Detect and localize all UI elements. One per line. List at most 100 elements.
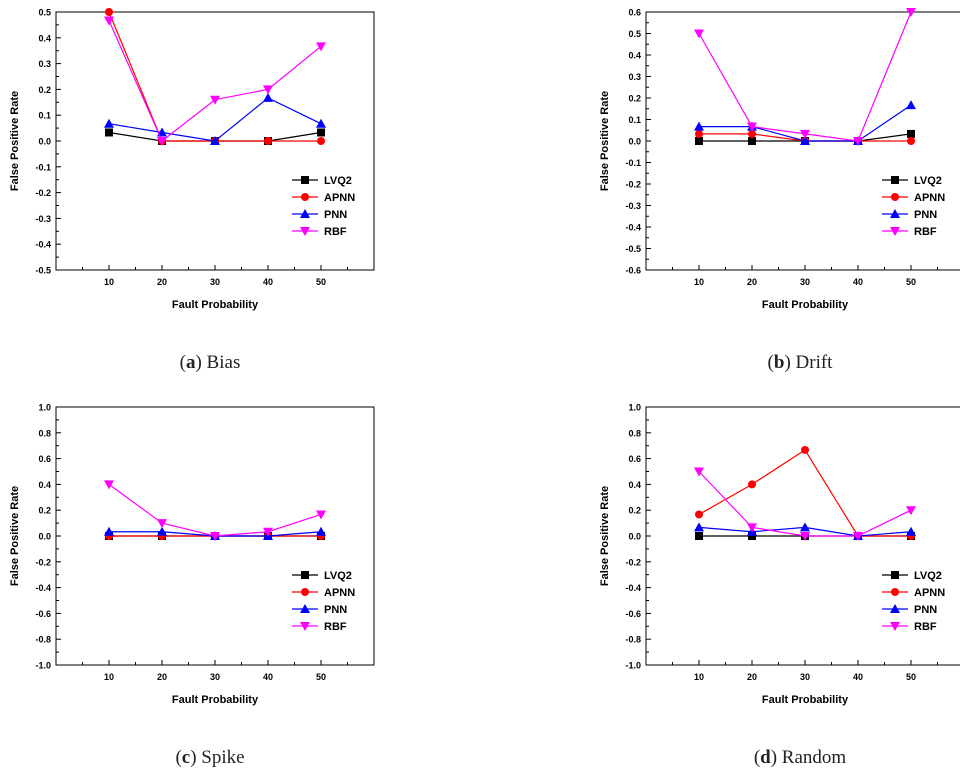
- legend-item-lvq2: LVQ2: [882, 175, 942, 187]
- legend-marker: [891, 571, 899, 579]
- legend-label: RBF: [914, 226, 937, 238]
- data-point: [853, 532, 863, 541]
- data-point: [694, 121, 704, 131]
- y-tick-label: -0.6: [625, 266, 641, 276]
- legend-marker: [891, 588, 899, 596]
- y-tick-label: -0.2: [625, 557, 641, 567]
- y-tick-label: -0.3: [625, 201, 641, 211]
- y-tick-label: 0.0: [38, 137, 51, 147]
- legend-item-apnn: APNN: [882, 192, 945, 204]
- data-point: [210, 95, 220, 105]
- data-point: [263, 85, 273, 95]
- legend-marker: [890, 622, 900, 631]
- legend-marker: [301, 193, 309, 201]
- legend-marker: [890, 604, 900, 613]
- y-tick-label: 0.0: [628, 532, 641, 542]
- x-tick-label: 50: [906, 277, 916, 287]
- legend-label: LVQ2: [914, 570, 942, 582]
- x-tick-label: 50: [906, 672, 916, 682]
- data-point: [104, 526, 114, 536]
- caption-drift: (b) Drift: [767, 352, 833, 373]
- data-point: [906, 526, 916, 536]
- legend-marker: [301, 588, 309, 596]
- series-line: [108, 483, 322, 537]
- series-pnn: [104, 92, 326, 145]
- data-point: [695, 510, 703, 519]
- data-point: [695, 137, 703, 145]
- data-point: [748, 129, 756, 138]
- data-point: [263, 527, 273, 537]
- data-point: [694, 522, 704, 532]
- data-point: [906, 100, 916, 110]
- series-pnn: [694, 522, 916, 540]
- y-tick-label: 0.6: [628, 8, 641, 18]
- y-tick-label: -0.6: [35, 609, 51, 619]
- y-tick-label: 0.2: [38, 85, 51, 95]
- legend-item-rbf: RBF: [292, 621, 347, 633]
- legend-item-apnn: APNN: [292, 587, 355, 599]
- series-line: [108, 20, 322, 142]
- y-axis-label: False Positive Rate: [9, 91, 21, 191]
- data-point: [317, 128, 325, 137]
- x-tick-label: 10: [694, 277, 704, 287]
- x-tick-label: 20: [157, 672, 167, 682]
- data-point: [210, 532, 220, 541]
- x-tick-label: 30: [800, 277, 810, 287]
- data-point: [263, 92, 273, 102]
- y-tick-label: 0.8: [628, 428, 641, 438]
- x-tick-label: 40: [853, 277, 863, 287]
- series-rbf: [694, 467, 916, 541]
- y-tick-label: 0.5: [628, 29, 641, 39]
- y-tick-label: 0.0: [38, 532, 51, 542]
- data-point: [104, 16, 114, 26]
- data-point: [316, 118, 326, 128]
- legend-item-rbf: RBF: [292, 226, 347, 238]
- legend-marker: [890, 209, 900, 218]
- legend-label: APNN: [914, 192, 945, 204]
- data-point: [907, 129, 915, 138]
- chart-spike: -1.0 -0.8 -0.6 -0.4 -0.2 0.0 0.2 0.4 0.6 0.8 1.0 10…: [9, 403, 375, 706]
- legend-label: RBF: [914, 621, 937, 633]
- y-tick-label: -0.2: [35, 188, 51, 198]
- y-tick-label: 0.4: [628, 51, 641, 61]
- y-tick-label: -0.5: [35, 266, 51, 276]
- x-tick-label: 50: [316, 277, 326, 287]
- series-rbf: [694, 8, 916, 146]
- legend-item-lvq2: LVQ2: [292, 175, 352, 187]
- legend-item-pnn: PNN: [292, 209, 347, 221]
- y-tick-label: 0.5: [38, 8, 51, 18]
- y-tick-label: -1.0: [625, 661, 641, 671]
- data-point: [695, 532, 703, 540]
- chart-random: -1.0 -0.8 -0.6 -0.4 -0.2 0.0 0.2 0.4 0.6 0.8 1.0 10…: [599, 403, 960, 706]
- series-line: [698, 11, 912, 142]
- data-point: [748, 480, 756, 489]
- y-tick-label: 0.2: [628, 506, 641, 516]
- x-tick-label: 30: [210, 672, 220, 682]
- y-tick-label: -0.1: [625, 158, 641, 168]
- x-tick-label: 50: [316, 672, 326, 682]
- y-tick-label: 0.8: [38, 428, 51, 438]
- legend-item-pnn: PNN: [882, 604, 937, 616]
- y-tick-label: 0.4: [38, 480, 51, 490]
- data-point: [800, 532, 810, 541]
- data-point: [694, 467, 704, 477]
- y-tick-label: -0.2: [35, 557, 51, 567]
- legend-item-lvq2: LVQ2: [882, 570, 942, 582]
- y-axis-label: False Positive Rate: [599, 486, 611, 586]
- data-point: [104, 480, 114, 490]
- data-point: [695, 129, 703, 138]
- y-tick-label: 0.1: [38, 111, 51, 121]
- y-tick-label: 0.1: [628, 115, 641, 125]
- y-tick-label: -1.0: [35, 661, 51, 671]
- legend-label: PNN: [324, 604, 347, 616]
- y-tick-label: -0.8: [625, 635, 641, 645]
- x-axis-label: Fault Probability: [172, 299, 259, 311]
- data-point: [105, 8, 113, 16]
- data-point: [906, 8, 916, 17]
- data-point: [801, 445, 809, 454]
- legend-label: PNN: [914, 209, 937, 221]
- x-tick-label: 10: [694, 672, 704, 682]
- data-point: [694, 29, 704, 39]
- y-tick-label: -0.1: [35, 162, 51, 172]
- data-point: [748, 137, 756, 145]
